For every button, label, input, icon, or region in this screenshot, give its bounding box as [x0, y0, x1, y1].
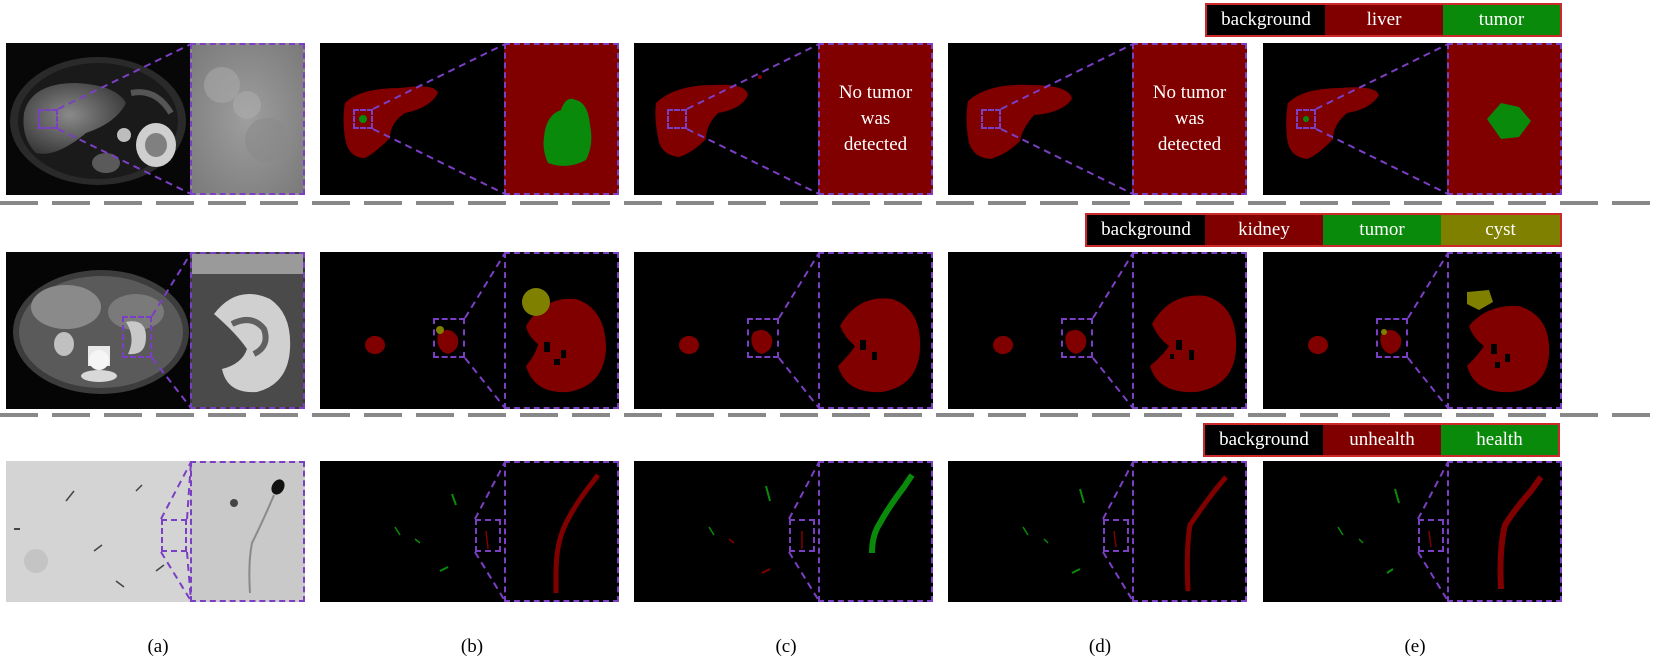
panel-sperm-d — [948, 461, 1247, 602]
zoom-region-box — [1061, 318, 1093, 358]
liver-segmentation — [948, 43, 1132, 195]
panel-sperm-b — [320, 461, 619, 602]
kidney-zoom — [504, 252, 619, 409]
zoom-region-box — [38, 109, 58, 129]
legend-sperm: background unhealth health — [1203, 423, 1560, 457]
kidney-segmentation — [948, 252, 1132, 409]
liver-zoom — [504, 43, 619, 195]
legend-tumor: tumor — [1443, 5, 1560, 35]
sperm-segmentation — [1263, 461, 1447, 602]
panel-kidney-c — [634, 252, 933, 409]
caption-a: (a) — [147, 636, 169, 657]
panel-liver-e — [1263, 43, 1562, 195]
row-separator — [0, 413, 1660, 417]
panel-liver-d: No tumor was detected — [948, 43, 1247, 195]
kidney-segmentation — [1263, 252, 1447, 409]
legend-background: background — [1205, 425, 1323, 455]
liver-segmentation — [634, 43, 818, 195]
liver-segmentation — [320, 43, 504, 195]
zoom-region-box — [161, 519, 187, 552]
caption-b: (b) — [460, 636, 484, 657]
sperm-segmentation — [948, 461, 1132, 602]
liver-mri-zoom — [190, 43, 305, 195]
sperm-zoom — [1447, 461, 1562, 602]
zoom-region-box — [433, 318, 465, 358]
legend-unhealth: unhealth — [1323, 425, 1441, 455]
liver-mri-image — [6, 43, 190, 195]
kidney-ct-zoom — [190, 252, 305, 409]
zoom-region-box — [1376, 318, 1408, 358]
zoom-region-box — [122, 316, 152, 358]
kidney-zoom — [818, 252, 933, 409]
sperm-segmentation — [634, 461, 818, 602]
zoom-region-box — [667, 109, 687, 129]
panel-liver-a — [6, 43, 305, 195]
kidney-ct-image — [6, 252, 190, 409]
kidney-zoom — [1132, 252, 1247, 409]
zoom-region-box — [981, 109, 1001, 129]
zoom-region-box — [1103, 519, 1129, 552]
caption-d: (d) — [1088, 636, 1112, 657]
caption-e: (e) — [1404, 636, 1426, 657]
zoom-region-box — [475, 519, 501, 552]
zoom-region-box — [747, 318, 779, 358]
panel-sperm-a — [6, 461, 305, 602]
legend-background: background — [1087, 215, 1205, 245]
sperm-zoom — [504, 461, 619, 602]
panel-liver-c: No tumor was detected — [634, 43, 933, 195]
no-tumor-text: No tumor was detected — [838, 82, 913, 155]
panel-liver-b — [320, 43, 619, 195]
legend-background: background — [1207, 5, 1325, 35]
panel-kidney-e — [1263, 252, 1562, 409]
liver-zoom — [1447, 43, 1562, 195]
zoom-region-box — [1418, 519, 1444, 552]
zoom-region-box — [353, 109, 373, 129]
panel-sperm-c — [634, 461, 933, 602]
sperm-zoom — [818, 461, 933, 602]
sperm-microscopy-image — [6, 461, 190, 602]
sperm-zoom — [1132, 461, 1247, 602]
zoom-region-box — [1296, 109, 1316, 129]
panel-kidney-a — [6, 252, 305, 409]
legend-kidney: background kidney tumor cyst — [1085, 213, 1562, 247]
liver-zoom: No tumor was detected — [818, 43, 933, 195]
no-tumor-text: No tumor was detected — [1152, 82, 1227, 155]
legend-cyst: cyst — [1441, 215, 1560, 245]
zoom-region-box — [789, 519, 815, 552]
row-separator — [0, 201, 1660, 205]
panel-sperm-e — [1263, 461, 1562, 602]
liver-zoom: No tumor was detected — [1132, 43, 1247, 195]
legend-health: health — [1441, 425, 1558, 455]
legend-tumor: tumor — [1323, 215, 1441, 245]
legend-liver: background liver tumor — [1205, 3, 1562, 37]
legend-kidney-label: kidney — [1205, 215, 1323, 245]
caption-c: (c) — [775, 636, 797, 657]
kidney-segmentation — [634, 252, 818, 409]
legend-liver-label: liver — [1325, 5, 1443, 35]
sperm-segmentation — [320, 461, 504, 602]
liver-segmentation — [1263, 43, 1447, 195]
panel-kidney-b — [320, 252, 619, 409]
kidney-segmentation — [320, 252, 504, 409]
kidney-zoom — [1447, 252, 1562, 409]
panel-kidney-d — [948, 252, 1247, 409]
sperm-microscopy-zoom — [190, 461, 305, 602]
